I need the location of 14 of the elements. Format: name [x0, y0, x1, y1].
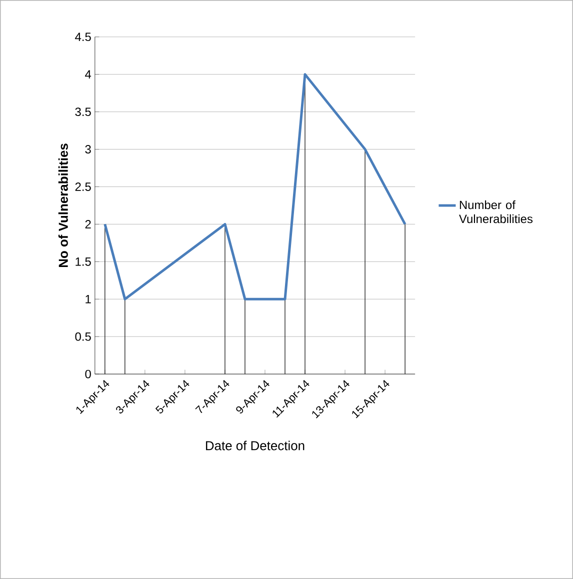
y-tick-label: 4: [85, 70, 92, 78]
y-tick-label: 0.5: [75, 332, 91, 341]
y-axis-title: No of Vulnerabilities: [58, 144, 68, 268]
y-tick-label: 2.5: [75, 182, 91, 191]
y-tick-label: 1.5: [76, 257, 91, 266]
legend-label: Number of Vulnerabilities: [459, 200, 533, 224]
y-tick-label: 0: [85, 370, 91, 378]
y-tick-label: 4.5: [75, 32, 91, 42]
y-tick-label: 3.5: [75, 108, 91, 116]
y-tick-label: 3: [85, 145, 91, 154]
x-axis-title: Date of Detection: [206, 440, 304, 450]
y-tick-label: 2: [85, 220, 91, 228]
y-tick-label: 1: [86, 295, 91, 304]
line-series: [104, 73, 406, 300]
